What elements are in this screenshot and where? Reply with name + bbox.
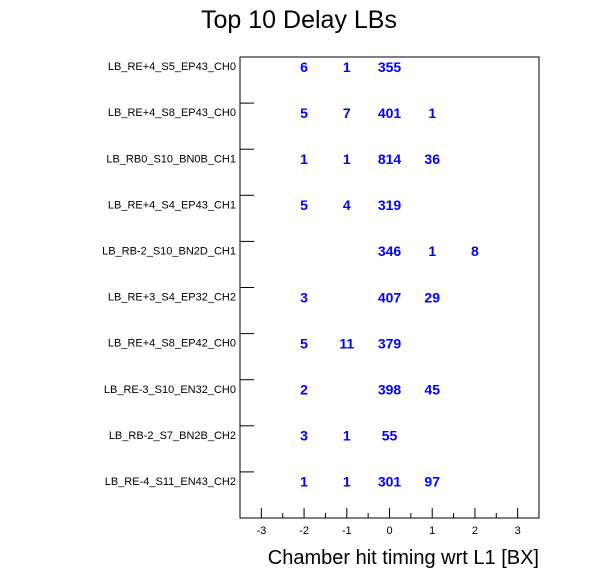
x-tick-label: 2 [472, 525, 478, 537]
cell-value: 1 [428, 105, 436, 121]
cell-value: 55 [382, 428, 398, 444]
cell-value: 45 [424, 381, 440, 397]
row-label: LB_RB-2_S10_BN2D_CH1 [102, 245, 236, 257]
row-label: LB_RB-2_S7_BN2B_CH2 [109, 430, 236, 442]
y-axis-ticks [240, 102, 254, 473]
cell-value: 398 [378, 381, 402, 397]
chart-title: Top 10 Delay LBs [201, 6, 397, 34]
cell-value: 346 [378, 243, 402, 259]
cell-value: 401 [378, 105, 402, 121]
cell-value: 3 [300, 289, 308, 305]
cell-value: 29 [424, 289, 440, 305]
row-label: LB_RE-4_S11_EN43_CH2 [105, 476, 236, 488]
row-labels: LB_RE+4_S5_EP43_CH0 LB_RE+4_S8_EP43_CH0 LB… [102, 61, 236, 488]
cell-value: 2 [300, 381, 308, 397]
row-label: LB_RB0_S10_BN0B_CH1 [106, 153, 236, 165]
cell-value: 1 [343, 428, 351, 444]
cell-value: 5 [300, 105, 308, 121]
cell-value: 814 [378, 151, 402, 167]
cell-value: 1 [300, 151, 308, 167]
cell-value: 7 [343, 105, 351, 121]
cell-value: 1 [428, 243, 436, 259]
x-axis-label: Chamber hit timing wrt L1 [BX] [268, 547, 539, 569]
plot-frame [239, 56, 540, 519]
cell-value: 11 [339, 335, 354, 351]
x-tick-label: 3 [515, 525, 521, 537]
row-label: LB_RE+4_S8_EP42_CH0 [108, 338, 236, 350]
row-label: LB_RE-3_S10_EN32_CH0 [104, 384, 236, 396]
cell-value: 8 [471, 243, 479, 259]
row-label: LB_RE+4_S4_EP43_CH1 [108, 199, 236, 211]
x-tick-labels: -3 -2 -1 0 1 2 3 [256, 525, 520, 537]
x-tick-label: -2 [299, 525, 309, 537]
row-label: LB_RE+3_S4_EP32_CH2 [108, 292, 236, 304]
cell-value: 355 [378, 59, 402, 75]
cell-value: 6 [300, 59, 308, 75]
cell-value: 36 [424, 151, 440, 167]
cell-value: 97 [424, 474, 440, 490]
cell-value: 1 [300, 474, 308, 490]
x-axis-ticks [260, 508, 519, 518]
cell-value: 5 [300, 197, 308, 213]
cell-value: 301 [378, 474, 402, 490]
cell-value: 1 [343, 151, 351, 167]
x-tick-label: -3 [256, 525, 266, 537]
cell-value: 4 [343, 197, 351, 213]
cell-value: 5 [300, 335, 308, 351]
cell-value: 1 [343, 474, 351, 490]
cell-value: 3 [300, 428, 308, 444]
row-label: LB_RE+4_S8_EP43_CH0 [108, 107, 236, 119]
x-tick-label: 1 [429, 525, 435, 537]
cell-value: 407 [378, 289, 402, 305]
x-tick-label: 0 [386, 525, 392, 537]
row-label: LB_RE+4_S5_EP43_CH0 [108, 61, 236, 73]
x-tick-label: -1 [342, 525, 352, 537]
cell-value: 1 [343, 59, 351, 75]
cell-value: 319 [378, 197, 402, 213]
cell-value: 379 [378, 335, 402, 351]
